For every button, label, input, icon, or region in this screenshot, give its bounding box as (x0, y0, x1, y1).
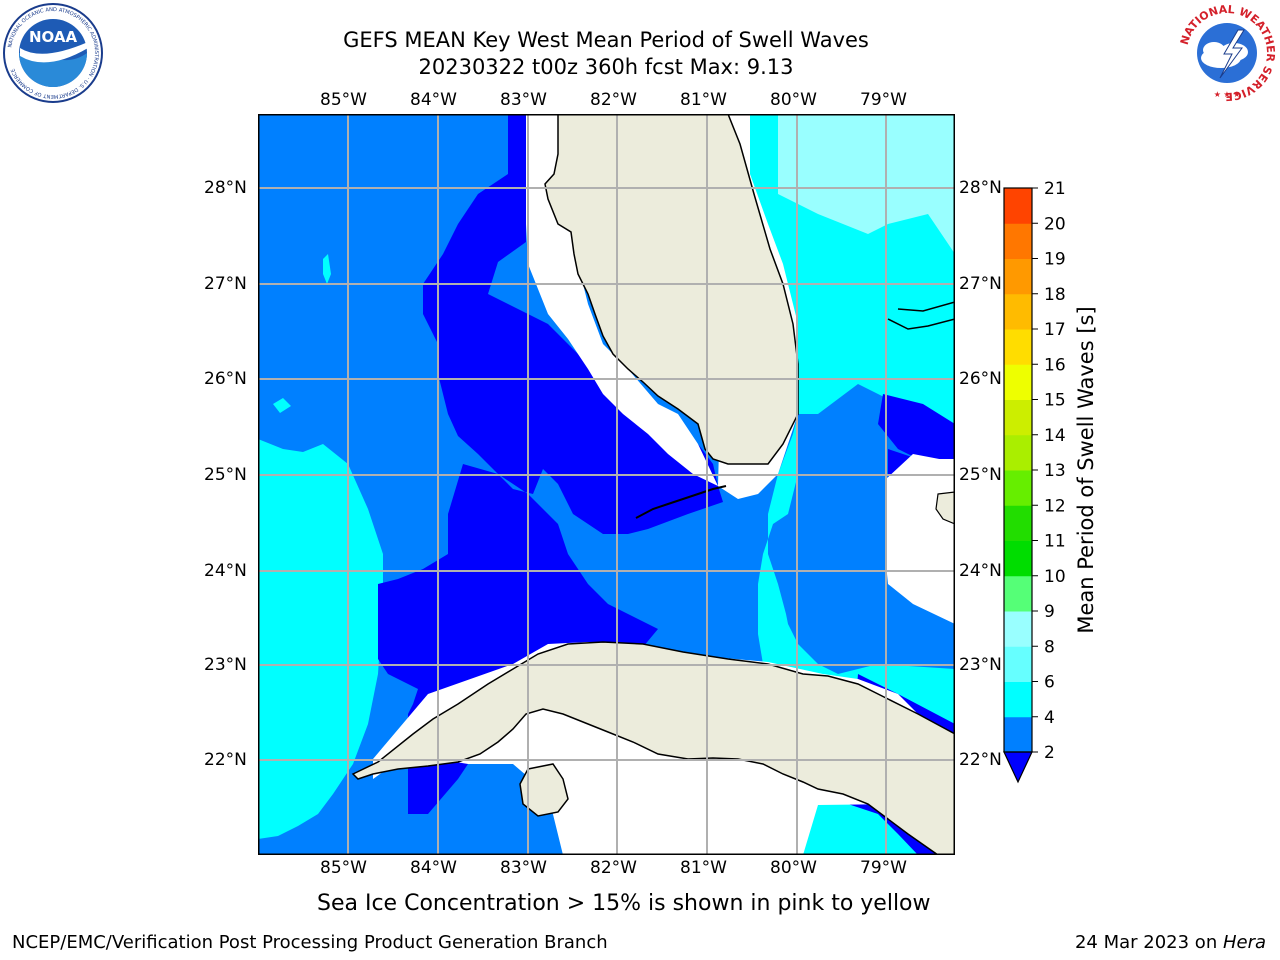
lat-label-left-28n: 28°N (204, 178, 247, 198)
colorbar-label: Mean Period of Swell Waves [s] (1074, 306, 1098, 634)
colorbar-tick-label-6: 6 (1044, 673, 1055, 693)
lon-label-bottom-80w: 80°W (770, 858, 817, 878)
lon-label-top-82w: 82°W (590, 90, 637, 110)
colorbar-tick-label-18: 18 (1044, 285, 1066, 305)
cuba-landmass (351, 641, 955, 855)
lat-label-right-25n: 25°N (959, 465, 1002, 485)
lon-label-bottom-81w: 81°W (680, 858, 727, 878)
andros-island (935, 491, 955, 525)
colorbar-tick-label-17: 17 (1044, 320, 1066, 340)
mask-white-florida-west (526, 114, 718, 486)
lon-label-top-81w: 81°W (680, 90, 727, 110)
lat-label-right-23n: 23°N (959, 655, 1002, 675)
colorbar-tick-label-12: 12 (1044, 496, 1066, 516)
colorbar-tick-label-8: 8 (1044, 637, 1055, 657)
colorbar-tick-label-9: 9 (1044, 602, 1055, 622)
lat-label-left-25n: 25°N (204, 465, 247, 485)
field-deep-blue-central (378, 114, 723, 814)
field-deep-blue-east (878, 394, 955, 479)
colorbar-tick-label-4: 4 (1044, 708, 1055, 728)
field-light-cyan (778, 114, 955, 254)
lon-label-top-80w: 80°W (770, 90, 817, 110)
lon-label-bottom-85w: 85°W (320, 858, 367, 878)
field-cyan-west (258, 439, 383, 839)
colorbar-band-1 (1004, 681, 1032, 718)
colorbar-tick-label-11: 11 (1044, 532, 1066, 552)
lat-label-right-24n: 24°N (959, 561, 1002, 581)
colorbar-underflow-arrow (1003, 751, 1033, 784)
colorbar-band-8 (1004, 434, 1032, 471)
lat-label-left-26n: 26°N (204, 369, 247, 389)
lat-label-right-28n: 28°N (959, 178, 1002, 198)
colorbar-tick-label-2: 2 (1044, 743, 1055, 763)
footer-machine: Hera (1222, 932, 1266, 953)
svg-text:★ ★ ★: ★ ★ ★ (1214, 90, 1241, 99)
colorbar-tick-label-20: 20 (1044, 214, 1066, 234)
florida-keys (635, 485, 727, 519)
colorbar-band-15 (1004, 188, 1032, 224)
mask-white-bahamas-2 (918, 459, 955, 474)
florida-landmass (544, 114, 799, 465)
colorbar-band-10 (1004, 364, 1032, 400)
lat-label-right-22n: 22°N (959, 750, 1002, 770)
lon-label-top-84w: 84°W (410, 90, 457, 110)
isla-juventud (519, 763, 569, 817)
colorbar-band-3 (1004, 611, 1032, 647)
lon-label-bottom-79w: 79°W (860, 858, 907, 878)
grand-bahama (887, 301, 955, 330)
map-subtitle: 20230322 t00z 360h fcst Max: 9.13 (418, 55, 794, 79)
colorbar: 2 4 6 8 9 10 11 12 13 14 15 16 17 18 19 20 21 (996, 179, 1076, 790)
footer-credit: NCEP/EMC/Verification Post Processing Pr… (12, 932, 608, 953)
colorbar-tick-label-10: 10 (1044, 567, 1066, 587)
lat-label-right-26n: 26°N (959, 369, 1002, 389)
colorbar-tick-label-15: 15 (1044, 391, 1066, 411)
nws-logo: NATIONAL WEATHER SERVICE ★ ★ ★ (1176, 2, 1278, 104)
noaa-logo: NATIONAL OCEANIC AND ATMOSPHERIC ADMINIS… (2, 2, 104, 104)
graticule (258, 114, 955, 855)
colorbar-svg: 2 4 6 8 9 10 11 12 13 14 15 16 17 18 19 20 21 (1003, 179, 1066, 784)
lat-label-left-23n: 23°N (204, 655, 247, 675)
colorbar-tick-label-14: 14 (1044, 426, 1066, 446)
colorbar-band-9 (1004, 399, 1032, 436)
colorbar-band-7 (1004, 470, 1032, 506)
colorbar-band-4 (1004, 575, 1032, 612)
lat-label-left-27n: 27°N (204, 274, 247, 294)
colorbar-tick-label-16: 16 (1044, 355, 1066, 375)
colorbar-band-0 (1004, 716, 1032, 753)
lat-label-left-24n: 24°N (204, 561, 247, 581)
lat-label-left-22n: 22°N (204, 750, 247, 770)
sea-ice-note: Sea Ice Concentration > 15% is shown in … (317, 891, 931, 916)
lon-label-top-85w: 85°W (320, 90, 367, 110)
colorbar-tick-label-13: 13 (1044, 461, 1066, 481)
colorbar-band-13 (1004, 258, 1032, 295)
colorbar-band-12 (1004, 293, 1032, 330)
lon-label-bottom-82w: 82°W (590, 858, 637, 878)
colorbar-tick-label-21: 21 (1044, 180, 1066, 199)
map-title: GEFS MEAN Key West Mean Period of Swell … (343, 28, 869, 52)
colorbar-band-11 (1004, 329, 1032, 365)
lat-label-right-27n: 27°N (959, 274, 1002, 294)
svg-text:NOAA: NOAA (29, 28, 78, 46)
map-panel (258, 114, 955, 855)
map-frame (258, 114, 955, 855)
swell-period-map (258, 114, 955, 855)
lon-label-bottom-83w: 83°W (500, 858, 547, 878)
colorbar-band-2 (1004, 646, 1032, 682)
colorbar-tick-label-19: 19 (1044, 250, 1066, 270)
footer-date: 24 Mar 2023 on Hera (1075, 932, 1266, 953)
lon-label-top-79w: 79°W (860, 90, 907, 110)
field-cyan-spot (273, 398, 291, 413)
lon-label-top-83w: 83°W (500, 90, 547, 110)
colorbar-band-14 (1004, 223, 1032, 259)
colorbar-band-5 (1004, 540, 1032, 577)
lon-label-bottom-84w: 84°W (410, 858, 457, 878)
field-cyan-spot-2 (323, 254, 331, 284)
footer-date-text: 24 Mar 2023 on (1074, 932, 1223, 953)
colorbar-band-6 (1004, 505, 1032, 541)
